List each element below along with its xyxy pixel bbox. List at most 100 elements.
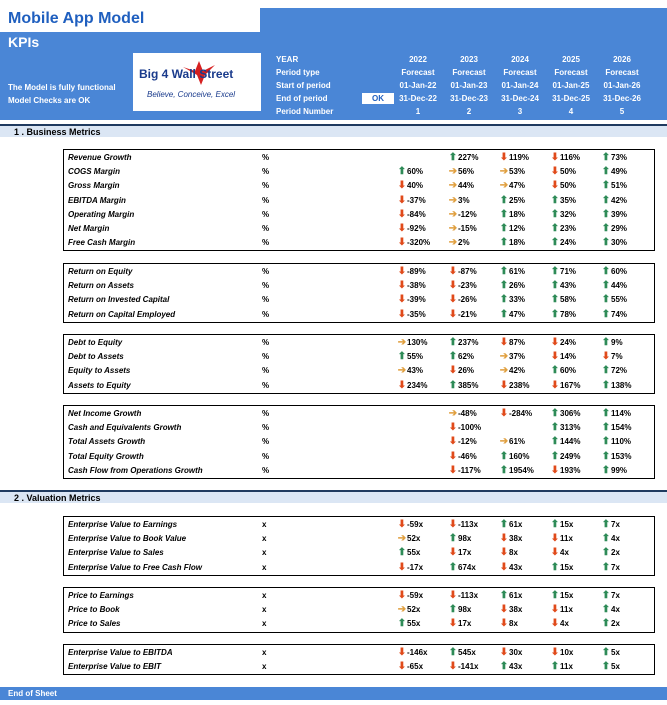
- arrow-up-icon: ⬆: [601, 533, 611, 545]
- metric-value: ➔53%: [499, 165, 549, 179]
- metric-label: Debt to Assets: [68, 352, 124, 362]
- metric-row: Cash and Equivalents Growth% ⬇-100% ⬆313% ⬆…: [64, 421, 654, 435]
- metric-value-text: 8x: [509, 619, 518, 629]
- metric-value: ⬆227%: [448, 151, 498, 165]
- period-start-1: 01-Jan-22: [399, 81, 437, 90]
- arrow-down-icon: ⬇: [448, 266, 458, 277]
- period-start-3: 01-Jan-24: [501, 81, 539, 90]
- metric-value-text: -59x: [407, 520, 424, 529]
- metric-unit: x: [262, 534, 267, 544]
- arrow-up-icon: ⬆: [550, 266, 560, 277]
- metric-value-text: 138%: [611, 380, 632, 390]
- metric-value-text: 42%: [509, 366, 526, 376]
- metric-value-text: 15x: [560, 562, 574, 572]
- metric-value: ⬆249%: [550, 450, 600, 464]
- metric-value-text: -35%: [407, 309, 426, 319]
- arrow-up-icon: ⬆: [499, 237, 509, 249]
- metric-value: ⬆62%: [448, 350, 498, 364]
- metric-value-text: -92%: [407, 224, 426, 233]
- metric-value-text: -46%: [458, 451, 477, 461]
- label-period-number: Period Number: [276, 107, 334, 116]
- arrow-up-icon: ⬆: [601, 547, 611, 559]
- section-business-metrics: 1 . Business Metrics: [0, 124, 667, 137]
- metric-value-text: 61%: [509, 267, 526, 276]
- metric-value-text: 52x: [407, 534, 421, 544]
- metric-value: ➔-48%: [448, 407, 498, 421]
- arrow-up-icon: ⬆: [601, 604, 611, 616]
- metric-value-text: 18%: [509, 238, 526, 248]
- logo-text: Big 4 Wall Street: [139, 67, 234, 81]
- metric-value: ⬆15x: [550, 518, 600, 532]
- period-period_type-5: Forecast: [605, 68, 639, 77]
- arrow-up-icon: ⬆: [550, 408, 560, 419]
- metric-value-text: -87%: [458, 267, 477, 276]
- status-checks: Model Checks are OK: [8, 96, 91, 105]
- metric-value-text: 8x: [509, 548, 518, 558]
- arrow-right-icon: ➔: [499, 365, 509, 377]
- arrow-up-icon: ⬆: [601, 223, 611, 234]
- arrow-up-icon: ⬆: [550, 519, 560, 530]
- metric-value-text: 43x: [509, 562, 523, 572]
- metric-value-text: 24%: [560, 338, 577, 347]
- metric-value-text: 18%: [509, 209, 526, 219]
- arrow-down-icon: ⬇: [550, 618, 560, 630]
- arrow-right-icon: ➔: [397, 533, 407, 545]
- metric-row: Assets to Equity% ⬇234% ⬆385% ⬇238% ⬇167% ⬆13…: [64, 379, 654, 393]
- metric-unit: %: [262, 238, 270, 248]
- metric-row: Free Cash Margin% ⬇-320% ➔2% ⬆18% ⬆24% ⬆30%: [64, 236, 654, 250]
- metric-value: ⬆29%: [601, 222, 651, 236]
- metric-value-text: 4x: [611, 534, 620, 544]
- metric-value-text: 160%: [509, 451, 530, 461]
- metric-value: ⬇-46%: [448, 450, 498, 464]
- arrow-up-icon: ⬆: [448, 337, 458, 348]
- metric-row: Revenue Growth% ⬆227% ⬇119% ⬇116% ⬆73%: [64, 151, 654, 165]
- metric-value: ⬆18%: [499, 236, 549, 250]
- arrow-down-icon: ⬇: [397, 590, 407, 601]
- metric-value-text: 15x: [560, 520, 574, 529]
- arrow-up-icon: ⬆: [397, 547, 407, 559]
- metric-value-text: -113x: [458, 520, 479, 529]
- metric-unit: %: [262, 209, 270, 219]
- metric-row: Operating Margin% ⬇-84% ➔-12% ⬆18% ⬆32% ⬆39%: [64, 208, 654, 222]
- period-years-1: 2022: [409, 55, 427, 64]
- metric-value: ⬆60%: [397, 165, 447, 179]
- metric-value-text: 52x: [407, 605, 421, 615]
- metric-unit: x: [262, 520, 267, 529]
- arrow-down-icon: ⬇: [397, 647, 407, 658]
- metric-value: ⬆7x: [601, 589, 651, 603]
- metric-label: Cash and Equivalents Growth: [68, 423, 182, 433]
- metric-value-text: -117%: [458, 465, 481, 475]
- arrow-right-icon: ➔: [499, 180, 509, 192]
- metric-row: Debt to Equity% ➔130% ⬆237% ⬇87% ⬇24% ⬆9%: [64, 336, 654, 350]
- arrow-up-icon: ⬆: [550, 237, 560, 249]
- period-years-5: 2026: [613, 55, 631, 64]
- metric-value-text: 17x: [458, 548, 472, 558]
- metric-value: ⬆42%: [601, 194, 651, 208]
- metric-unit: %: [262, 409, 270, 418]
- arrow-up-icon: ⬆: [601, 519, 611, 530]
- metric-value: ⬇8x: [499, 546, 549, 560]
- metric-value-text: 12%: [509, 224, 526, 233]
- metric-label: Return on Assets: [68, 281, 134, 291]
- metrics-group: Revenue Growth% ⬆227% ⬇119% ⬇116% ⬆73% COGS M…: [63, 149, 655, 252]
- arrow-right-icon: ➔: [448, 180, 458, 192]
- metric-value: ⬆47%: [499, 308, 549, 322]
- metric-label: Net Margin: [68, 224, 110, 233]
- metric-value: ⬇26%: [448, 364, 498, 378]
- arrow-down-icon: ⬇: [499, 604, 509, 616]
- arrow-down-icon: ⬇: [601, 351, 611, 363]
- metric-value: ⬆55%: [397, 350, 447, 364]
- metric-value-text: 10x: [560, 648, 574, 657]
- metric-label: Free Cash Margin: [68, 238, 136, 248]
- company-logo: Big 4 Wall Street Believe, Conceive, Exc…: [133, 53, 261, 111]
- metric-row: Price to Earnings x ⬇-59x ⬇-113x ⬆61x ⬆15x ⬆7x: [64, 589, 654, 603]
- arrow-up-icon: ⬆: [448, 351, 458, 363]
- arrow-down-icon: ⬇: [550, 464, 560, 476]
- metric-value: ⬇-65x: [397, 660, 447, 674]
- status-functional: The Model is fully functional: [8, 83, 116, 92]
- arrow-down-icon: ⬇: [499, 618, 509, 630]
- metric-value-text: 7%: [611, 352, 623, 362]
- metric-value: ⬇234%: [397, 379, 447, 393]
- metric-value-text: 38x: [509, 534, 523, 544]
- metric-value: ⬆51%: [601, 179, 651, 193]
